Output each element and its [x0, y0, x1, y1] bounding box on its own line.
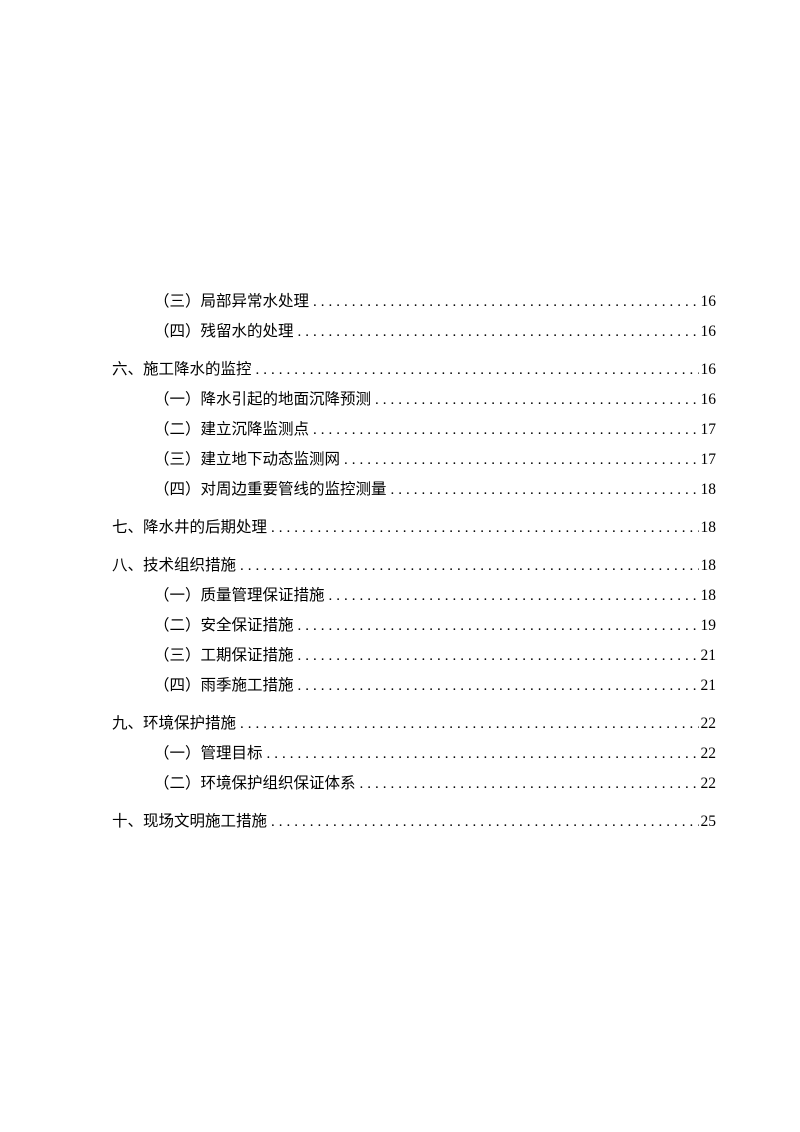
toc-entry-dots	[313, 423, 698, 438]
toc-entry-dots	[391, 483, 699, 498]
toc-entry-text: （一）管理目标	[154, 746, 263, 762]
toc-entry: （一）降水引起的地面沉降预测 16	[112, 392, 716, 408]
toc-entry: （一）管理目标 22	[112, 746, 716, 762]
toc-entry-dots	[375, 393, 698, 408]
toc-entry-text: （二）建立沉降监测点	[154, 422, 309, 438]
toc-entry-dots	[298, 679, 699, 694]
toc-entry-page: 19	[699, 618, 717, 634]
toc-entry: （三）局部异常水处理 16	[112, 294, 716, 310]
toc-entry: 八、技术组织措施 18	[112, 558, 716, 574]
toc-entry: （四）雨季施工措施 21	[112, 678, 716, 694]
toc-entry-page: 18	[699, 520, 717, 536]
toc-entry-dots	[360, 777, 699, 792]
toc-entry-dots	[271, 521, 698, 536]
toc-entry: （二）安全保证措施 19	[112, 618, 716, 634]
toc-entry-text: （二）环境保护组织保证体系	[154, 776, 356, 792]
toc-entry-text: （二）安全保证措施	[154, 618, 294, 634]
toc-entry-dots	[271, 815, 698, 830]
toc-entry-text: （三）工期保证措施	[154, 648, 294, 664]
toc-entry-text: 六、施工降水的监控	[112, 362, 252, 378]
toc-entry-text: 十、现场文明施工措施	[112, 814, 267, 830]
toc-entry-dots	[240, 717, 698, 732]
toc-entry: 十、现场文明施工措施 25	[112, 814, 716, 830]
toc-entry-text: （三）局部异常水处理	[154, 294, 309, 310]
toc-entry-page: 22	[699, 776, 717, 792]
toc-entry: （一）质量管理保证措施 18	[112, 588, 716, 604]
toc-entry-text: （一）质量管理保证措施	[154, 588, 325, 604]
toc-entry-dots	[267, 747, 699, 762]
toc-entry-page: 18	[699, 588, 717, 604]
toc-entry: （二）环境保护组织保证体系 22	[112, 776, 716, 792]
toc-entry-page: 25	[699, 814, 717, 830]
toc-entry-dots	[298, 649, 699, 664]
toc-entry-page: 17	[699, 422, 717, 438]
toc-entry-dots	[313, 295, 698, 310]
toc-entry-page: 16	[699, 294, 717, 310]
toc-entry: （三）工期保证措施 21	[112, 648, 716, 664]
toc-entry-dots	[240, 559, 698, 574]
toc-entry: （四）对周边重要管线的监控测量 18	[112, 482, 716, 498]
toc-entry-dots	[298, 325, 699, 340]
toc-entry-page: 16	[699, 324, 717, 340]
toc-entry-page: 18	[699, 558, 717, 574]
toc-entry-dots	[344, 453, 698, 468]
toc-entry-page: 22	[699, 716, 717, 732]
toc-entry-text: （四）雨季施工措施	[154, 678, 294, 694]
toc-entry: 九、环境保护措施 22	[112, 716, 716, 732]
toc-entry-text: （四）对周边重要管线的监控测量	[154, 482, 387, 498]
toc-entry-dots	[329, 589, 699, 604]
toc-entry: （二）建立沉降监测点 17	[112, 422, 716, 438]
toc-entry-dots	[298, 619, 699, 634]
toc-entry-text: 八、技术组织措施	[112, 558, 236, 574]
toc-entry-page: 16	[699, 392, 717, 408]
toc-entry: 七、降水井的后期处理 18	[112, 520, 716, 536]
toc-entry-page: 18	[699, 482, 717, 498]
table-of-contents: （三）局部异常水处理16（四）残留水的处理16六、施工降水的监控16（一）降水引…	[112, 294, 716, 830]
toc-entry: 六、施工降水的监控 16	[112, 362, 716, 378]
toc-entry-page: 21	[699, 678, 717, 694]
toc-entry-page: 21	[699, 648, 717, 664]
toc-entry: （四）残留水的处理 16	[112, 324, 716, 340]
toc-entry-text: （四）残留水的处理	[154, 324, 294, 340]
toc-entry-text: （三）建立地下动态监测网	[154, 452, 340, 468]
toc-entry-text: （一）降水引起的地面沉降预测	[154, 392, 371, 408]
toc-entry-page: 16	[699, 362, 717, 378]
toc-entry-dots	[256, 363, 699, 378]
toc-entry-page: 22	[699, 746, 717, 762]
toc-entry-text: 七、降水井的后期处理	[112, 520, 267, 536]
toc-entry: （三）建立地下动态监测网 17	[112, 452, 716, 468]
toc-entry-page: 17	[699, 452, 717, 468]
toc-entry-text: 九、环境保护措施	[112, 716, 236, 732]
